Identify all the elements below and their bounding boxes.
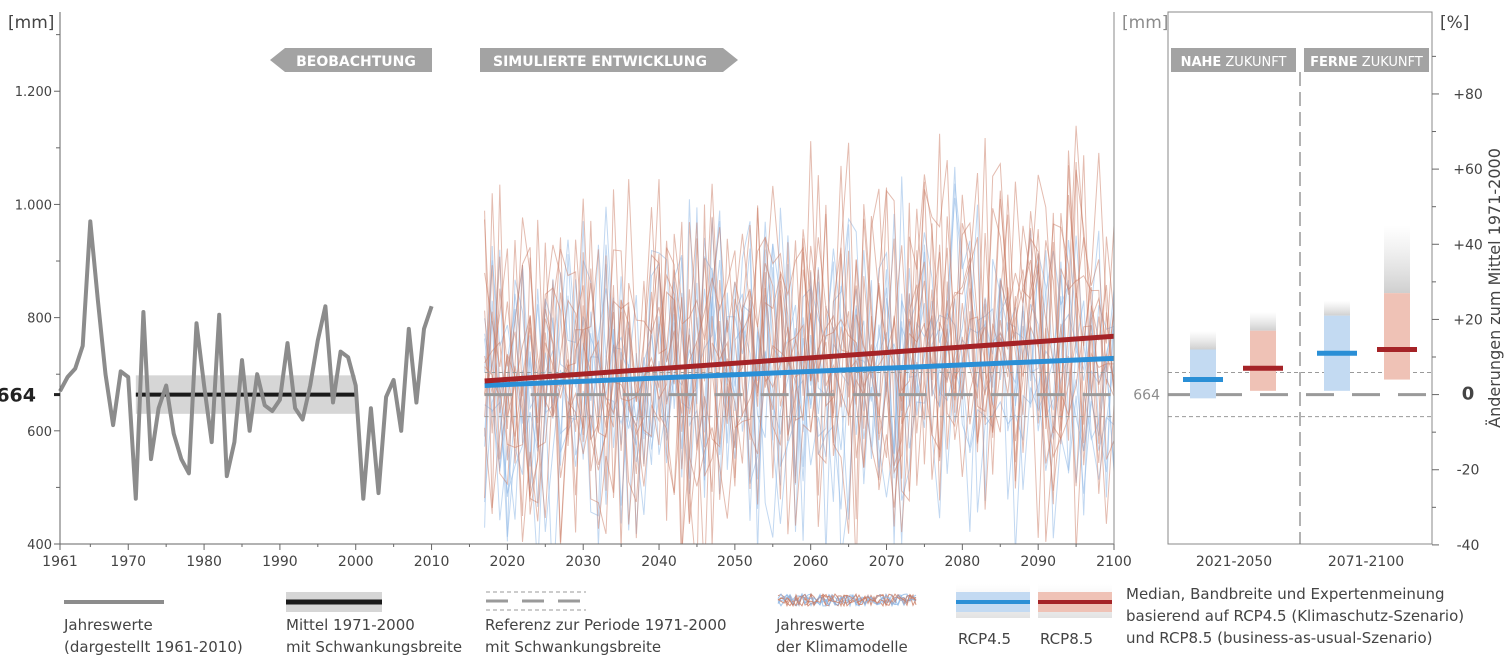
x-tick-label: 2010 [414,554,450,570]
right-axis-title: Änderungen zum Mittel 1971-2000 [1485,148,1504,428]
unit-mid: [mm] [1122,13,1168,33]
model-series-line [484,183,1114,514]
y-tick-label: 600 [27,425,52,440]
period-label: 2021-2050 [1196,554,1272,570]
x-tick-label: 1980 [186,554,222,570]
model-series-line [484,181,1114,544]
banner-sim-label: SIMULIERTE ENTWICKLUNG [493,54,707,70]
legend-median-label: Median, Bandbreite und Expertenmeinung b… [1126,585,1465,647]
period-label: 2071-2100 [1328,554,1404,570]
unit-right: [%] [1440,13,1469,33]
x-tick-label: 2050 [717,554,753,570]
rcp85-trend-line [484,333,1115,384]
x-tick-label: 1970 [110,554,146,570]
banner-sim-shape [480,48,738,72]
y-tick-label: 400 [27,538,52,553]
panel-header-label: FERNE ZUKUNFT [1310,55,1423,70]
legend-klimamodelle-label: Jahreswerte der Klimamodelle [776,616,908,656]
y-tick-label: 800 [27,312,52,327]
x-tick-label: 2100 [1096,554,1132,570]
panel-header-bg [1171,48,1296,72]
model-series-line [484,142,1114,544]
right-tick-label: 0 [1462,384,1475,405]
model-series-line [484,160,1114,544]
ref-value-left: 664 [0,385,36,407]
unit-left: [mm] [8,13,54,33]
right-tick-label: -20 [1457,463,1480,479]
right-tick-label: -40 [1457,538,1480,554]
ref-value-mid: 664 [1133,388,1160,404]
right-tick-label: +60 [1453,162,1483,178]
right-tick-label: +40 [1453,237,1483,253]
x-tick-label: 1961 [42,554,78,570]
panel-header-bg [1304,48,1429,72]
x-tick-label: 2070 [869,554,905,570]
range-box [1250,330,1276,391]
banner-obs-shape [270,48,432,72]
expert-range [1250,311,1276,331]
x-tick-label: 2090 [1020,554,1056,570]
legend-rcp45-label: RCP4.5 [958,630,1012,648]
legend-referenz-label: Referenz zur Periode 1971-2000 mit Schwa… [485,616,727,656]
y-tick-label: 1.200 [15,85,52,100]
legend-jahreswerte-label: Jahreswerte (dargestellt 1961-2010) [64,616,243,656]
expert-range [1324,300,1350,316]
right-tick-label: +20 [1453,312,1483,328]
y-tick-label: 1.000 [15,198,52,213]
x-tick-label: 2020 [490,554,526,570]
range-box [1190,349,1216,399]
expert-range [1190,330,1216,350]
panel-header-label: NAHE ZUKUNFT [1181,55,1287,70]
legend-rcp85-label: RCP8.5 [1040,630,1094,648]
x-tick-label: 2080 [945,554,981,570]
x-tick-label: 2000 [338,554,374,570]
observed-line [58,219,434,501]
range-box [1384,293,1410,380]
x-tick-label: 1990 [262,554,298,570]
x-tick-label: 2030 [565,554,601,570]
legend-model-line [777,593,917,608]
x-tick-label: 2060 [793,554,829,570]
x-tick-label: 2040 [641,554,677,570]
banner-obs-label: BEOBACHTUNG [296,54,416,70]
expert-range [1384,225,1410,294]
legend-mittel-label: Mittel 1971-2000 mit Schwankungsbreite [286,616,463,656]
right-tick-label: +80 [1453,87,1483,103]
rcp45-trend-line [484,355,1115,389]
